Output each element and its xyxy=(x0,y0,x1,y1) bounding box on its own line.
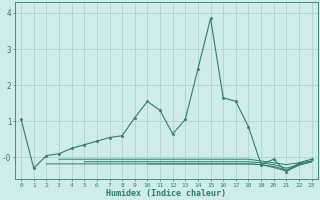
X-axis label: Humidex (Indice chaleur): Humidex (Indice chaleur) xyxy=(106,189,226,198)
